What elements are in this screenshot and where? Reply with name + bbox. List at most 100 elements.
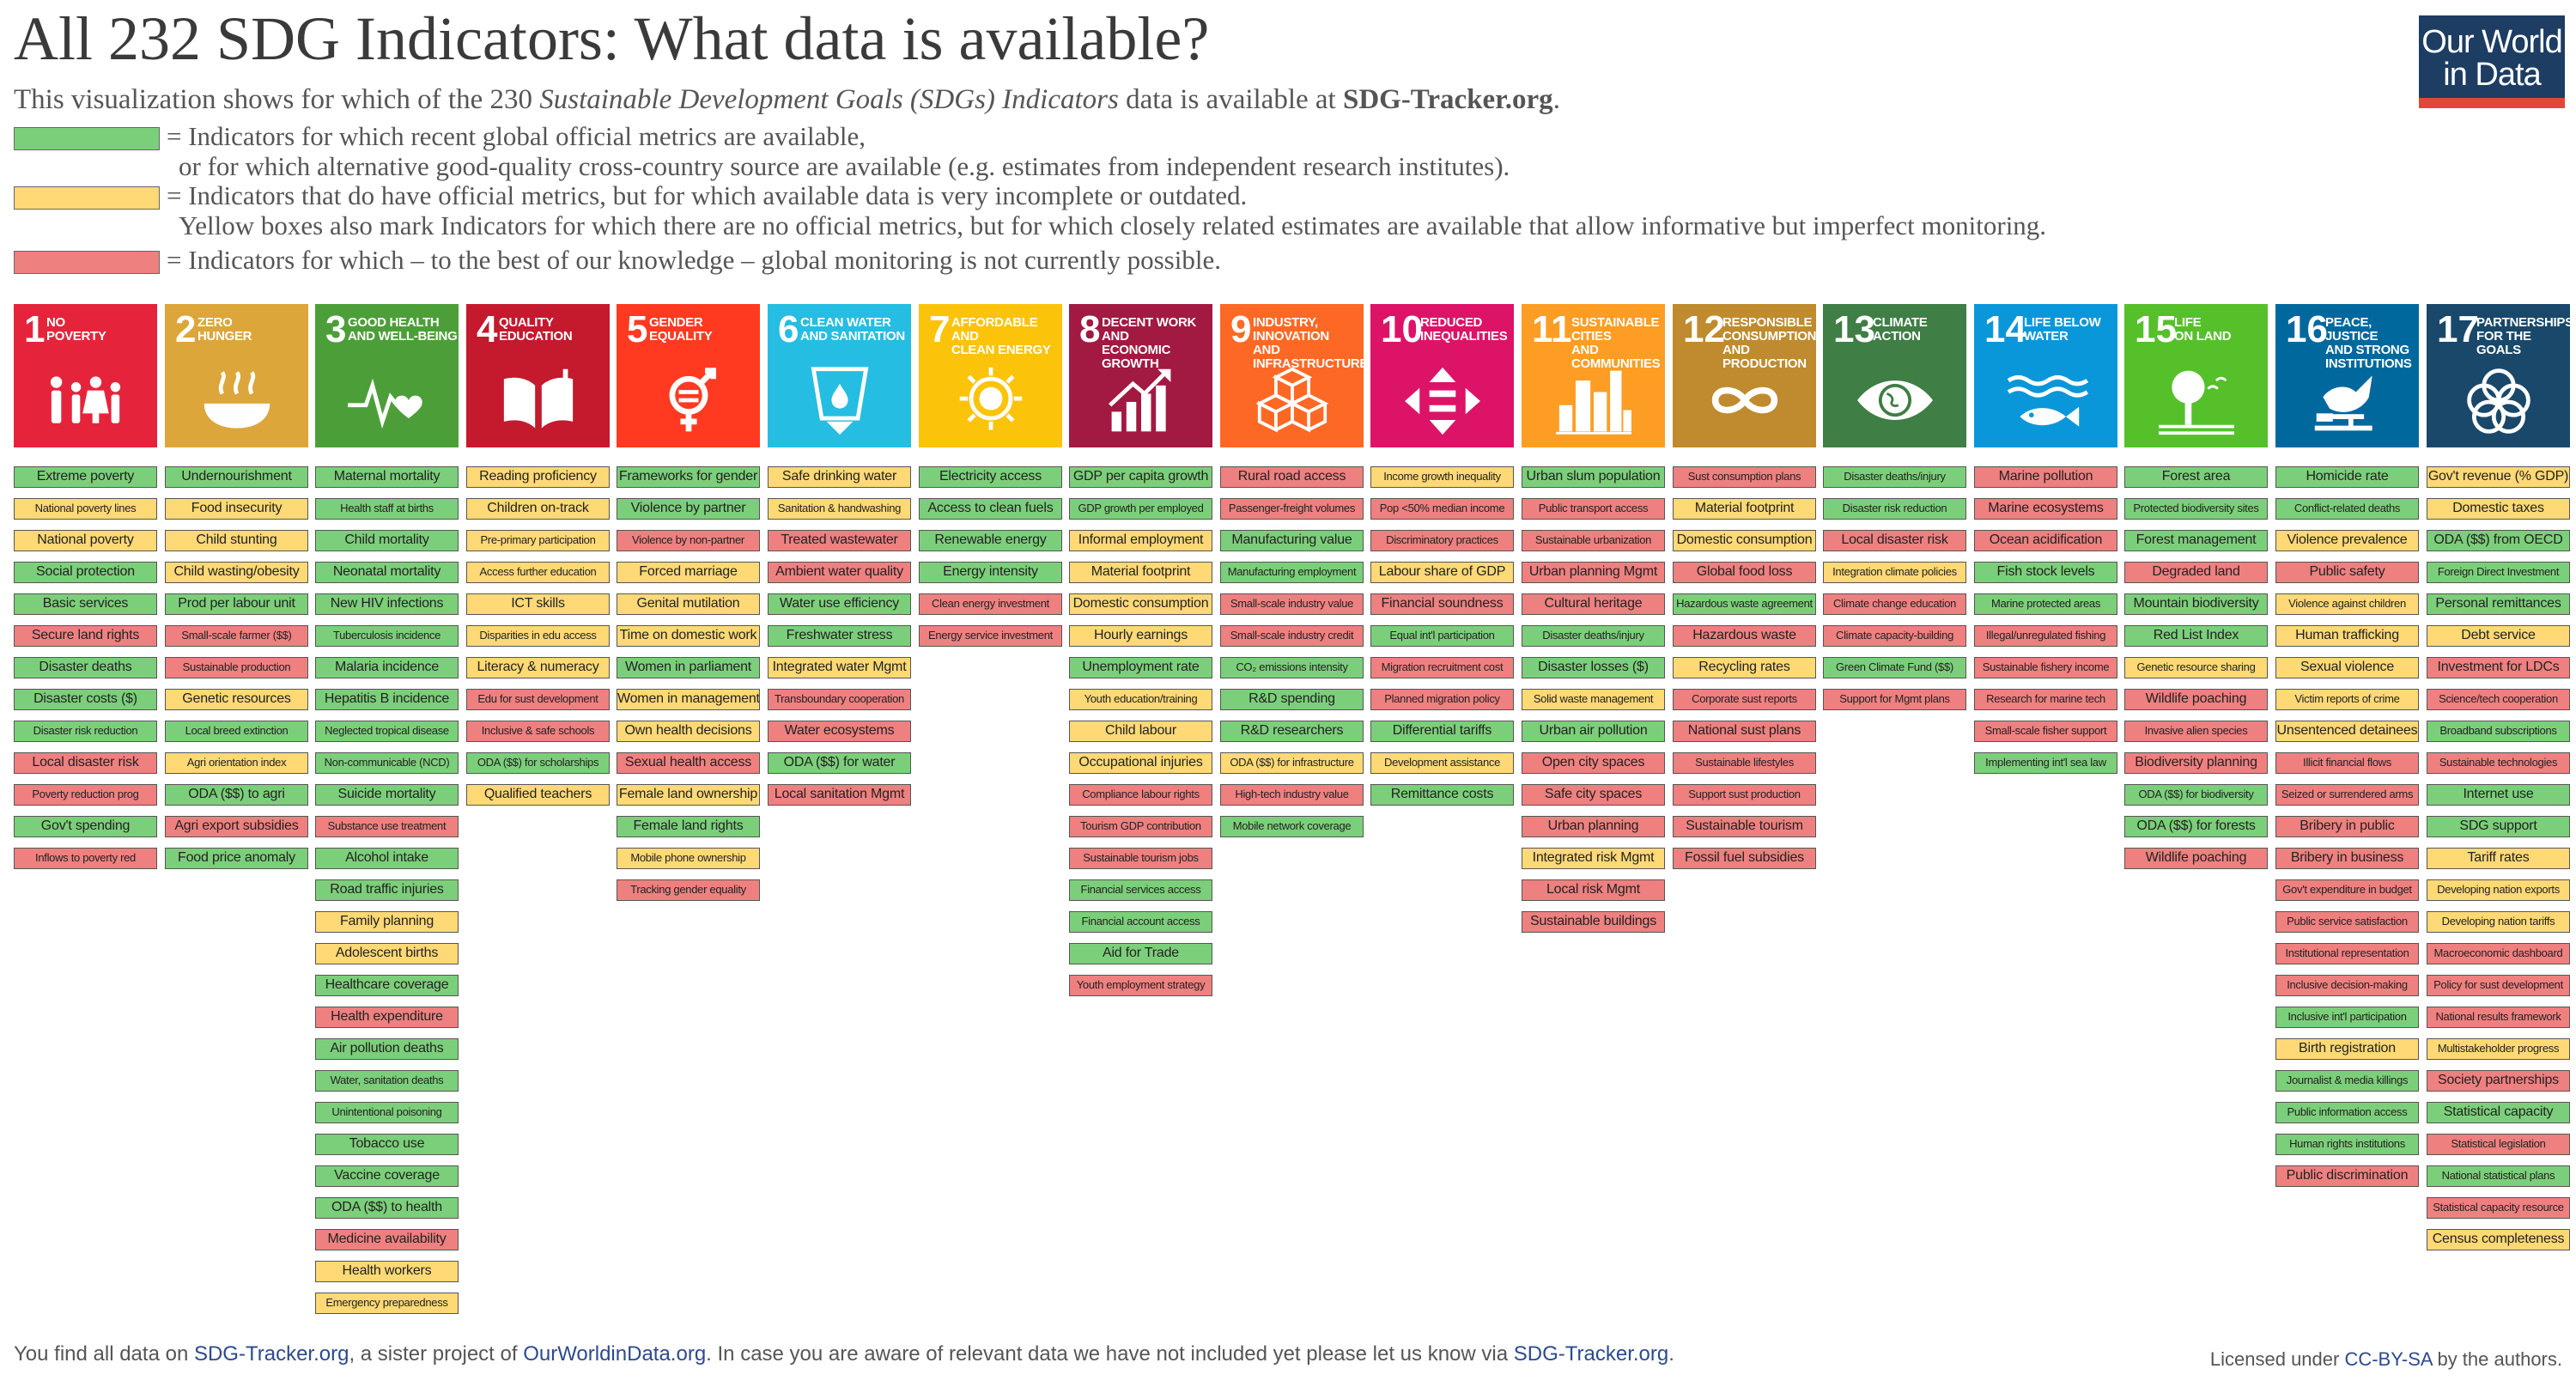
indicator-box[interactable]: Domestic taxes (2427, 498, 2570, 520)
indicator-box[interactable]: Youth employment strategy (1069, 975, 1212, 996)
indicator-box[interactable]: Development assistance (1370, 752, 1514, 774)
indicator-box[interactable]: Unemployment rate (1069, 657, 1212, 678)
indicator-box[interactable]: Seized or surrendered arms (2275, 784, 2419, 806)
indicator-box[interactable]: Ocean acidification (1974, 530, 2117, 551)
goal-tile-4[interactable]: 4 Quality education (466, 304, 610, 447)
indicator-box[interactable]: Degraded land (2124, 562, 2268, 583)
indicator-box[interactable]: Public transport access (1522, 498, 1665, 520)
indicator-box[interactable]: Debt service (2427, 625, 2570, 647)
indicator-box[interactable]: Genetic resource sharing (2124, 657, 2268, 678)
indicator-box[interactable]: Water use efficiency (768, 593, 911, 615)
indicator-box[interactable]: Small-scale fisher support (1974, 721, 2117, 742)
indicator-box[interactable]: Red List Index (2124, 625, 2268, 647)
indicator-box[interactable]: Informal employment (1069, 530, 1212, 551)
indicator-box[interactable]: Disparities in edu access (466, 625, 610, 647)
indicator-box[interactable]: Internet use (2427, 784, 2570, 806)
indicator-box[interactable]: Undernourishment (165, 466, 308, 488)
indicator-box[interactable]: Tracking gender equality (617, 879, 760, 901)
indicator-box[interactable]: Disaster deaths/injury (1522, 625, 1665, 647)
indicator-box[interactable]: ODA ($$) to agri (165, 784, 308, 806)
indicator-box[interactable]: Forest area (2124, 466, 2268, 488)
indicator-box[interactable]: Material footprint (1673, 498, 1816, 520)
indicator-box[interactable]: Inclusive int'l participation (2275, 1007, 2419, 1028)
indicator-box[interactable]: Access further education (466, 562, 610, 583)
indicator-box[interactable]: Disaster deaths/injury (1823, 466, 1966, 488)
indicator-box[interactable]: Health staff at births (315, 498, 459, 520)
indicator-box[interactable]: Disaster deaths (14, 657, 157, 678)
indicator-box[interactable]: Labour share of GDP (1370, 562, 1514, 583)
indicator-box[interactable]: ICT skills (466, 593, 610, 615)
goal-tile-3[interactable]: 3 Good health and well-being (315, 304, 459, 447)
footer-link-owid[interactable]: OurWorldinData.org (523, 1342, 707, 1366)
indicator-box[interactable]: Agri export subsidies (165, 816, 308, 837)
indicator-box[interactable]: Violence by partner (617, 498, 760, 520)
indicator-box[interactable]: Food price anomaly (165, 848, 308, 869)
indicator-box[interactable]: Illicit financial flows (2275, 752, 2419, 774)
indicator-box[interactable]: Mobile phone ownership (617, 848, 760, 869)
indicator-box[interactable]: Recycling rates (1673, 657, 1816, 678)
indicator-box[interactable]: Sustainable tourism (1673, 816, 1816, 837)
indicator-box[interactable]: Neonatal mortality (315, 562, 459, 583)
indicator-box[interactable]: ODA ($$) to health (315, 1197, 459, 1219)
indicator-box[interactable]: Tobacco use (315, 1134, 459, 1155)
indicator-box[interactable]: Migration recruitment cost (1370, 657, 1514, 678)
indicator-box[interactable]: Unsentenced detainees (2275, 721, 2419, 742)
indicator-box[interactable]: Investment for LDCs (2427, 657, 2570, 678)
indicator-box[interactable]: Climate capacity-building (1823, 625, 1966, 647)
indicator-box[interactable]: Personal remittances (2427, 593, 2570, 615)
indicator-box[interactable]: Maternal mortality (315, 466, 459, 488)
indicator-box[interactable]: Forest management (2124, 530, 2268, 551)
indicator-box[interactable]: Malaria incidence (315, 657, 459, 678)
indicator-box[interactable]: Gov't expenditure in budget (2275, 879, 2419, 901)
indicator-box[interactable]: New HIV infections (315, 593, 459, 615)
indicator-box[interactable]: Female land ownership (617, 784, 760, 806)
indicator-box[interactable]: Implementing int'l sea law (1974, 752, 2117, 774)
indicator-box[interactable]: ODA ($$) from OECD (2427, 530, 2570, 551)
indicator-box[interactable]: Support for Mgmt plans (1823, 689, 1966, 710)
indicator-box[interactable]: Women in management (617, 689, 760, 710)
indicator-box[interactable]: Protected biodiversity sites (2124, 498, 2268, 520)
indicator-box[interactable]: High-tech industry value (1220, 784, 1364, 806)
indicator-box[interactable]: Birth registration (2275, 1038, 2419, 1060)
indicator-box[interactable]: Access to clean fuels (919, 498, 1062, 520)
indicator-box[interactable]: Poverty reduction prog (14, 784, 157, 806)
indicator-box[interactable]: Healthcare coverage (315, 975, 459, 996)
indicator-box[interactable]: Air pollution deaths (315, 1038, 459, 1060)
indicator-box[interactable]: National sust plans (1673, 721, 1816, 742)
indicator-box[interactable]: Hazardous waste agreement (1673, 593, 1816, 615)
indicator-box[interactable]: Sanitation & handwashing (768, 498, 911, 520)
indicator-box[interactable]: Local risk Mgmt (1522, 879, 1665, 901)
indicator-box[interactable]: Public safety (2275, 562, 2419, 583)
indicator-box[interactable]: National results framework (2427, 1007, 2570, 1028)
indicator-box[interactable]: Compliance labour rights (1069, 784, 1212, 806)
goal-tile-1[interactable]: 1 No poverty (14, 304, 157, 447)
indicator-box[interactable]: GDP per capita growth (1069, 466, 1212, 488)
indicator-box[interactable]: Treated wastewater (768, 530, 911, 551)
indicator-box[interactable]: Discriminatory practices (1370, 530, 1514, 551)
goal-tile-12[interactable]: 12 Responsible consumption and production (1673, 304, 1817, 447)
indicator-box[interactable]: Foreign Direct Investment (2427, 562, 2570, 583)
indicator-box[interactable]: National statistical plans (2427, 1165, 2570, 1187)
indicator-box[interactable]: Sustainable fishery income (1974, 657, 2117, 678)
indicator-box[interactable]: Women in parliament (617, 657, 760, 678)
indicator-box[interactable]: Open city spaces (1522, 752, 1665, 774)
indicator-box[interactable]: Marine ecosystems (1974, 498, 2117, 520)
indicator-box[interactable]: Rural road access (1220, 466, 1364, 488)
indicator-box[interactable]: Small-scale industry value (1220, 593, 1364, 615)
indicator-box[interactable]: Neglected tropical disease (315, 721, 459, 742)
indicator-box[interactable]: Sustainable technologies (2427, 752, 2570, 774)
goal-tile-6[interactable]: 6 Clean water and sanitation (768, 304, 911, 447)
goal-tile-5[interactable]: 5 Gender equality (617, 304, 760, 447)
indicator-box[interactable]: Small-scale farmer ($$) (165, 625, 308, 647)
indicator-box[interactable]: Violence against children (2275, 593, 2419, 615)
indicator-box[interactable]: Macroeconomic dashboard (2427, 943, 2570, 964)
footer-link-sdg-tracker[interactable]: SDG-Tracker.org (193, 1342, 349, 1366)
indicator-box[interactable]: Urban planning (1522, 816, 1665, 837)
indicator-box[interactable]: Sustainable production (165, 657, 308, 678)
indicator-box[interactable]: Secure land rights (14, 625, 157, 647)
indicator-box[interactable]: Disaster costs ($) (14, 689, 157, 710)
goal-tile-16[interactable]: 16 Peace, justice and strong institutions (2275, 304, 2419, 447)
indicator-box[interactable]: Journalist & media killings (2275, 1070, 2419, 1092)
indicator-box[interactable]: Local breed extinction (165, 721, 308, 742)
indicator-box[interactable]: SDG support (2427, 816, 2570, 837)
